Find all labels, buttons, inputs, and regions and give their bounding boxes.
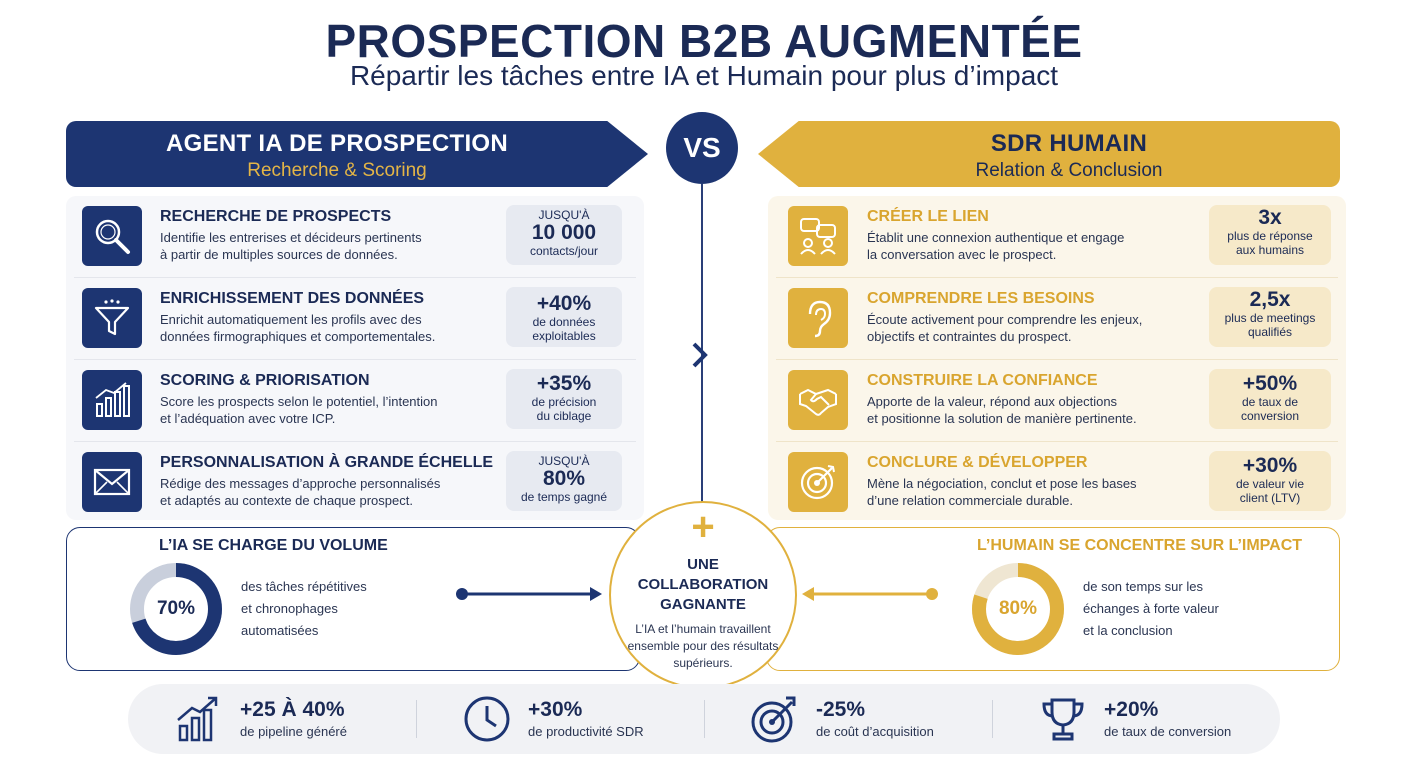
kpi-label: de taux de conversion — [1104, 724, 1232, 739]
row-description: Écoute activement pour comprendre les en… — [867, 312, 1143, 344]
kpi-label: de pipeline généré — [240, 724, 347, 739]
vs-badge: VS — [666, 112, 738, 184]
trophy-icon — [1042, 698, 1084, 741]
target-arrow-icon — [751, 696, 796, 743]
donut-percent: 80% — [998, 598, 1038, 619]
center-divider-line — [701, 184, 703, 504]
human-row-trust: CONSTRUIRE LA CONFIANCE Apporte de la va… — [768, 360, 1346, 442]
row-title: SCORING & PRIORISATION — [160, 372, 370, 389]
ia-panel: RECHERCHE DE PROSPECTS Identifie les ent… — [66, 196, 644, 520]
human-banner-subtitle: Relation & Conclusion — [975, 160, 1163, 181]
stat-box: JUSQU'À 80% de temps gagné — [506, 451, 622, 511]
arrow-left-icon — [802, 587, 938, 601]
kpi-label: de productivité SDR — [528, 724, 644, 739]
stat-box: 3x plus de réponse aux humains — [1209, 205, 1331, 265]
band-text: de son temps sur les échanges à forte val… — [1083, 579, 1219, 638]
growth-chart-icon — [177, 696, 218, 742]
ia-banner-subtitle: Recherche & Scoring — [247, 160, 427, 181]
human-row-close: CONCLURE & DÉVELOPPER Mène la négociatio… — [768, 442, 1346, 524]
page-subtitle: Répartir les tâches entre IA et Humain p… — [349, 60, 1059, 91]
magnifier-icon — [82, 206, 142, 266]
kpi-pipeline: +25 À 40% de pipeline généré — [128, 684, 416, 754]
human-row-needs: COMPRENDRE LES BESOINS Écoute activement… — [768, 278, 1346, 360]
page-title: PROSPECTION B2B AUGMENTÉE — [325, 15, 1083, 67]
envelope-icon — [82, 452, 142, 512]
row-title: PERSONNALISATION À GRANDE ÉCHELLE — [160, 454, 494, 471]
stat-box: +50% de taux de conversion — [1209, 369, 1331, 429]
ia-banner: AGENT IA DE PROSPECTION Recherche & Scor… — [66, 121, 648, 187]
bar-chart-icon — [82, 370, 142, 430]
row-title: CONSTRUIRE LA CONFIANCE — [867, 372, 1098, 389]
human-donut-chart — [972, 563, 1064, 655]
band-title: L’HUMAIN SE CONCENTRE SUR L’IMPACT — [977, 537, 1303, 554]
kpi-value: +25 À 40% — [240, 698, 345, 721]
row-description: Mène la négociation, conclut et pose les… — [867, 476, 1137, 508]
row-description: Établit une connexion authentique et eng… — [867, 230, 1125, 262]
kpi-productivity: +30% de productivité SDR — [416, 684, 704, 754]
stat-box: +35% de précision du ciblage — [506, 369, 622, 429]
collaboration-circle: + UNE COLLABORATION GAGNANTE L’IA et l’h… — [609, 501, 797, 689]
human-banner: SDR HUMAIN Relation & Conclusion — [758, 121, 1340, 187]
row-description: Enrichit automatiquement les profils ave… — [160, 312, 436, 344]
arrow-right-icon — [456, 587, 602, 601]
row-title: CRÉER LE LIEN — [867, 208, 989, 225]
ia-donut-chart — [130, 563, 222, 655]
funnel-icon — [82, 288, 142, 348]
ia-row-personalisation: PERSONNALISATION À GRANDE ÉCHELLE Rédige… — [66, 442, 644, 524]
row-title: COMPRENDRE LES BESOINS — [867, 290, 1095, 307]
handshake-icon — [788, 370, 848, 430]
kpi-divider — [992, 700, 993, 738]
ia-row-scoring: SCORING & PRIORISATION Score les prospec… — [66, 360, 644, 442]
ia-volume-band: L’IA SE CHARGE DU VOLUME 70% des tâches … — [66, 527, 640, 671]
donut-percent: 70% — [156, 598, 196, 619]
kpi-value: +20% — [1104, 698, 1159, 721]
row-description: Identifie les entrerises et décideurs pe… — [160, 230, 422, 262]
ear-icon — [788, 288, 848, 348]
row-title: ENRICHISSEMENT DES DONNÉES — [160, 290, 425, 307]
human-banner-title: SDR HUMAIN — [990, 130, 1148, 157]
ia-row-enrichment: ENRICHISSEMENT DES DONNÉES Enrichit auto… — [66, 278, 644, 360]
human-impact-band: L’HUMAIN SE CONCENTRE SUR L’IMPACT 80% d… — [766, 527, 1340, 671]
kpi-conversion: +20% de taux de conversion — [992, 684, 1280, 754]
kpi-divider — [704, 700, 705, 738]
chevron-right-icon — [690, 340, 712, 378]
kpi-strip: +25 À 40% de pipeline généré +30% de pro… — [128, 684, 1280, 754]
ia-row-research: RECHERCHE DE PROSPECTS Identifie les ent… — [66, 196, 644, 278]
conversation-icon — [788, 206, 848, 266]
row-description: Apporte de la valeur, répond aux objecti… — [867, 394, 1137, 426]
plus-icon: + — [691, 505, 715, 549]
kpi-value: -25% — [816, 698, 866, 721]
band-text: des tâches répétitives et chronophages aut… — [241, 579, 367, 638]
kpi-value: +30% — [528, 698, 583, 721]
human-row-link: CRÉER LE LIEN Établit une connexion auth… — [768, 196, 1346, 278]
row-title: CONCLURE & DÉVELOPPER — [867, 454, 1088, 471]
row-description: Score les prospects selon le potentiel, … — [160, 394, 438, 426]
stat-box: +40% de données exploitables — [506, 287, 622, 347]
collab-title: UNE COLLABORATION GAGNANTE — [637, 556, 769, 613]
collab-text: L’IA et l’humain travaillent ensemble po… — [627, 622, 779, 670]
stat-box: JUSQU'À 10 000 contacts/jour — [506, 205, 622, 265]
band-title: L’IA SE CHARGE DU VOLUME — [159, 537, 388, 554]
stat-box: +30% de valeur vie client (LTV) — [1209, 451, 1331, 511]
human-panel: CRÉER LE LIEN Établit une connexion auth… — [768, 196, 1346, 520]
kpi-label: de coût d’acquisition — [816, 724, 934, 739]
clock-icon — [464, 696, 510, 742]
row-description: Rédige des messages d’approche personnal… — [160, 476, 441, 508]
kpi-divider — [416, 700, 417, 738]
ia-banner-title: AGENT IA DE PROSPECTION — [165, 130, 509, 157]
stat-box: 2,5x plus de meetings qualifiés — [1209, 287, 1331, 347]
target-icon — [788, 452, 848, 512]
kpi-acquisition-cost: -25% de coût d’acquisition — [704, 684, 992, 754]
row-title: RECHERCHE DE PROSPECTS — [160, 208, 392, 225]
